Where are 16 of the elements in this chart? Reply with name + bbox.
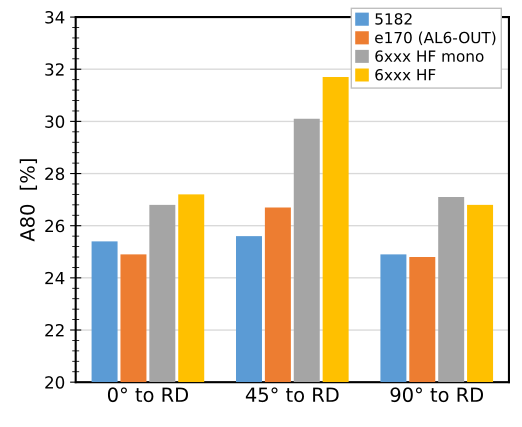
y-axis-title: A80 [%] [20,159,38,242]
legend-label: 6xxx HF mono [375,50,484,62]
legend-label: e170 (AL6-OUT) [375,31,496,46]
legend-label: 5182 [375,13,412,25]
x-tick-label: 90° to RD [390,387,484,402]
y-tick-label: 28 [45,168,64,180]
x-tick-label: 45° to RD [246,387,339,402]
y-tick-label: 32 [45,63,64,76]
y-tick-label: 26 [45,220,64,232]
y-tick-label: 34 [45,11,64,24]
x-tick-label: 0° to RD [108,387,188,402]
y-tick-label: 30 [45,115,64,128]
legend-label: 6xxx HF [375,68,436,81]
y-tick-label: 20 [45,376,64,389]
y-tick-label: 22 [45,324,64,336]
y-tick-label: 24 [45,272,64,284]
